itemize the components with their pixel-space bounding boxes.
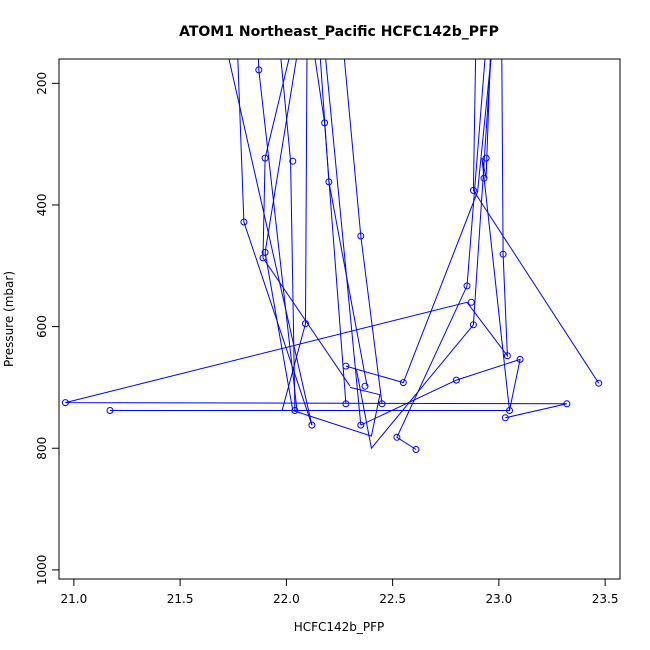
data-point-23 xyxy=(595,379,603,387)
series-line-8 xyxy=(257,59,298,411)
data-point-36 xyxy=(412,446,420,453)
series-line-7 xyxy=(343,59,383,404)
y-tick-label: 1000 xyxy=(35,555,49,586)
series-line-14 xyxy=(110,59,521,426)
x-axis-label: HCFC142b_PFP xyxy=(294,620,385,634)
data-point-25 xyxy=(61,399,69,407)
data-point-6 xyxy=(480,174,488,182)
data-point-16 xyxy=(302,320,309,328)
series-line-6 xyxy=(314,59,347,404)
x-tick-label: 22.5 xyxy=(379,592,406,606)
data-points xyxy=(61,66,603,453)
data-point-3 xyxy=(261,154,269,162)
data-point-13 xyxy=(499,250,507,258)
data-point-30 xyxy=(291,407,299,414)
x-tick-label: 23.0 xyxy=(486,592,513,606)
y-axis: 200 400 600 800 1000 xyxy=(35,72,60,586)
data-point-33 xyxy=(308,421,316,429)
data-point-10 xyxy=(357,232,365,240)
series-line-9 xyxy=(262,59,351,387)
data-point-21 xyxy=(452,376,460,384)
y-tick-label: 600 xyxy=(35,315,49,338)
x-tick-label: 21.5 xyxy=(167,592,194,606)
data-point-19 xyxy=(516,355,524,363)
series-line-5 xyxy=(319,59,368,387)
data-point-22 xyxy=(399,379,407,387)
y-axis-label: Pressure (mbar) xyxy=(2,271,16,367)
data-point-35 xyxy=(393,433,401,441)
data-point-26 xyxy=(342,400,350,408)
data-point-15 xyxy=(467,298,475,306)
series-line-15 xyxy=(472,59,600,384)
data-point-18 xyxy=(503,352,511,360)
x-tick-label: 21.0 xyxy=(61,592,88,606)
data-point-8 xyxy=(469,186,477,194)
series-line-11 xyxy=(345,59,492,384)
data-point-29 xyxy=(106,407,114,414)
data-point-24 xyxy=(361,382,369,390)
chart-title: ATOM1 Northeast_Pacific HCFC142b_PFP xyxy=(179,24,499,40)
data-point-14 xyxy=(463,282,471,290)
data-point-7 xyxy=(325,178,333,186)
series-line-16 xyxy=(356,59,492,450)
data-point-20 xyxy=(342,362,350,370)
data-point-34 xyxy=(357,421,365,429)
y-tick-label: 800 xyxy=(35,437,49,460)
data-point-32 xyxy=(501,414,509,422)
series-line-17 xyxy=(264,59,381,437)
data-point-28 xyxy=(563,400,571,408)
data-point-9 xyxy=(240,218,248,226)
series-line-3 xyxy=(237,59,313,426)
x-tick-label: 22.0 xyxy=(273,592,300,606)
data-point-1 xyxy=(255,66,263,74)
data-point-4 xyxy=(289,157,297,165)
series-line-2 xyxy=(325,59,362,426)
y-tick-label: 400 xyxy=(35,194,49,217)
series-line-13 xyxy=(65,59,568,419)
data-point-12 xyxy=(259,254,267,262)
data-point-5 xyxy=(482,154,490,162)
data-point-2 xyxy=(321,119,329,127)
series-line-4 xyxy=(280,59,296,411)
data-point-17 xyxy=(469,321,477,329)
y-tick-label: 200 xyxy=(35,72,49,95)
x-tick-label: 23.5 xyxy=(592,592,619,606)
data-point-27 xyxy=(378,400,386,408)
x-axis: 21.0 21.5 22.0 22.5 23.0 23.5 xyxy=(61,578,619,606)
series-line-12 xyxy=(396,59,486,450)
series-lines xyxy=(65,59,600,450)
data-point-31 xyxy=(506,407,513,414)
